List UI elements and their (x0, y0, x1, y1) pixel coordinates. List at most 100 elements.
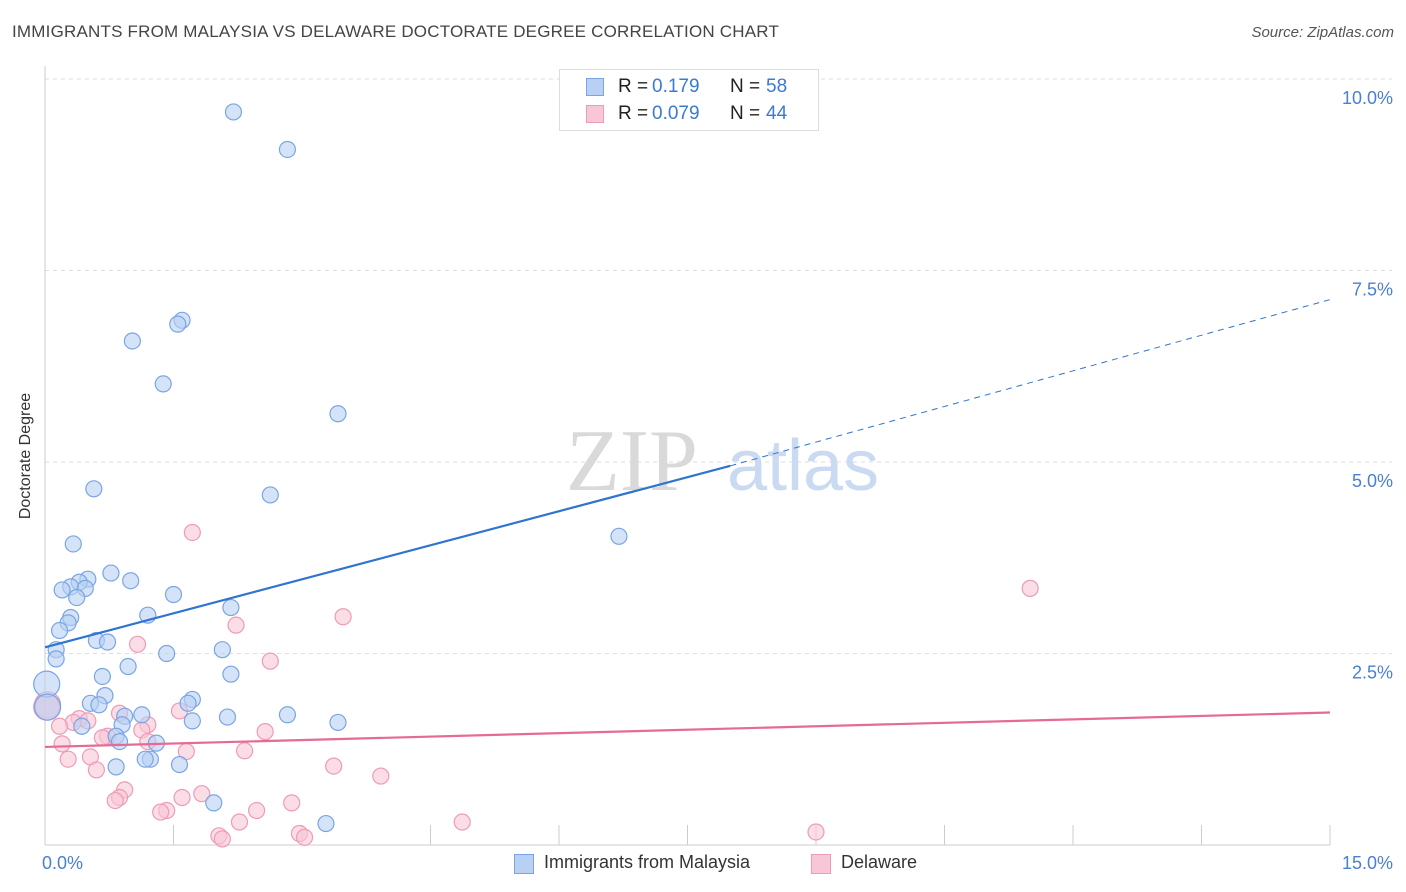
malaysia-point (136, 750, 154, 768)
y-axis-label: Doctorate Degree (17, 392, 34, 520)
delaware-point (183, 523, 201, 542)
delaware-point (152, 803, 170, 821)
malaysia-point (93, 667, 111, 686)
delaware-point (50, 717, 69, 735)
malaysia-point (179, 694, 197, 712)
watermark: ZIP atlas (566, 413, 879, 510)
malaysia-point (218, 708, 237, 726)
malaysia-trend-extension (730, 299, 1331, 467)
malaysia-point (224, 103, 243, 121)
delaware-point (334, 608, 352, 626)
malaysia-point (133, 706, 151, 724)
bottom-legend-label: Immigrants from Malaysia (544, 852, 751, 872)
delaware-trend-line (44, 711, 1331, 749)
malaysia-point (169, 315, 187, 333)
bottom-legend-label: Delaware (841, 852, 918, 872)
legend-swatch-blue (586, 78, 604, 96)
delaware-point (230, 813, 249, 831)
legend-r-label: R = (618, 76, 649, 97)
delaware-point (87, 761, 106, 779)
malaysia-point (170, 755, 189, 774)
malaysia-point (98, 633, 117, 651)
malaysia-point (33, 670, 61, 698)
x-tick-label: 15.0% (1342, 853, 1393, 873)
malaysia-point (73, 717, 91, 735)
legend-r-label: R = (618, 103, 649, 124)
delaware-point (193, 785, 211, 803)
chart-title: IMMIGRANTS FROM MALAYSIA VS DELAWARE DOC… (12, 22, 780, 41)
delaware-point (807, 823, 825, 841)
delaware-point (325, 757, 343, 775)
malaysia-point (158, 644, 176, 663)
x-tick-label: 0.0% (42, 853, 83, 873)
malaysia-point (33, 693, 62, 721)
ticks-layer: 2.5% 5.0% 7.5% 10.0% 0.0% 15.0% (42, 88, 1393, 873)
malaysia-point (329, 713, 347, 732)
malaysia-point (123, 332, 141, 350)
delaware-point (453, 813, 471, 831)
delaware-point (59, 750, 77, 768)
malaysia-point (610, 527, 628, 545)
malaysia-point (119, 657, 137, 676)
malaysia-point (64, 535, 82, 553)
legend-swatch-pink (586, 105, 604, 123)
delaware-point (261, 652, 279, 670)
malaysia-point (329, 405, 347, 423)
malaysia-point (278, 140, 297, 159)
points-layer (33, 103, 1039, 848)
delaware-point (295, 828, 314, 846)
malaysia-point (85, 480, 103, 498)
malaysia-trend-line (44, 464, 731, 649)
delaware-point (236, 742, 254, 760)
grid-layer (45, 78, 1392, 654)
delaware-point (213, 830, 231, 848)
watermark-zip: ZIP (566, 413, 698, 510)
legend-r-value: 0.179 (652, 76, 700, 97)
malaysia-point (122, 572, 140, 590)
malaysia-point (222, 665, 240, 683)
y-tick-label: 10.0% (1342, 88, 1393, 108)
malaysia-point (107, 758, 125, 776)
y-tick-label: 2.5% (1352, 663, 1393, 683)
malaysia-point (47, 650, 65, 668)
delaware-point (283, 794, 301, 812)
delaware-point (173, 788, 191, 807)
malaysia-point (110, 732, 129, 751)
delaware-point (256, 723, 274, 741)
malaysia-point (154, 375, 172, 393)
legend-n-label: N = (730, 76, 761, 97)
delaware-point (1021, 579, 1039, 597)
bottom-legend-swatch-blue (514, 854, 534, 874)
malaysia-point (222, 598, 240, 617)
malaysia-point (261, 486, 279, 504)
malaysia-point (205, 794, 223, 812)
legend-n-value: 58 (766, 76, 788, 97)
malaysia-point (317, 814, 335, 833)
malaysia-point (278, 706, 297, 724)
legend-r-value: 0.079 (652, 103, 700, 124)
y-tick-label: 5.0% (1352, 471, 1393, 491)
delaware-point (372, 767, 390, 785)
malaysia-point (53, 581, 71, 599)
delaware-point (128, 635, 147, 653)
malaysia-point (213, 641, 231, 659)
malaysia-point (68, 588, 86, 607)
delaware-point (247, 801, 266, 820)
legend-n-value: 44 (766, 103, 788, 124)
bottom-legend-swatch-pink (811, 854, 831, 874)
malaysia-point (183, 712, 201, 730)
malaysia-point (50, 621, 69, 640)
legend-n-label: N = (730, 103, 761, 124)
delaware-point (227, 616, 245, 634)
trend-layer (44, 299, 1331, 749)
chart-source: Source: ZipAtlas.com (1251, 24, 1394, 41)
delaware-point (106, 791, 124, 810)
malaysia-point (90, 696, 108, 714)
stats-legend: R = 0.179 N = 58 R = 0.079 N = 44 (559, 69, 819, 131)
y-tick-label: 7.5% (1352, 280, 1393, 300)
malaysia-point (102, 564, 120, 582)
watermark-atlas: atlas (727, 426, 879, 506)
malaysia-point (164, 585, 183, 604)
delaware-point (53, 735, 71, 753)
